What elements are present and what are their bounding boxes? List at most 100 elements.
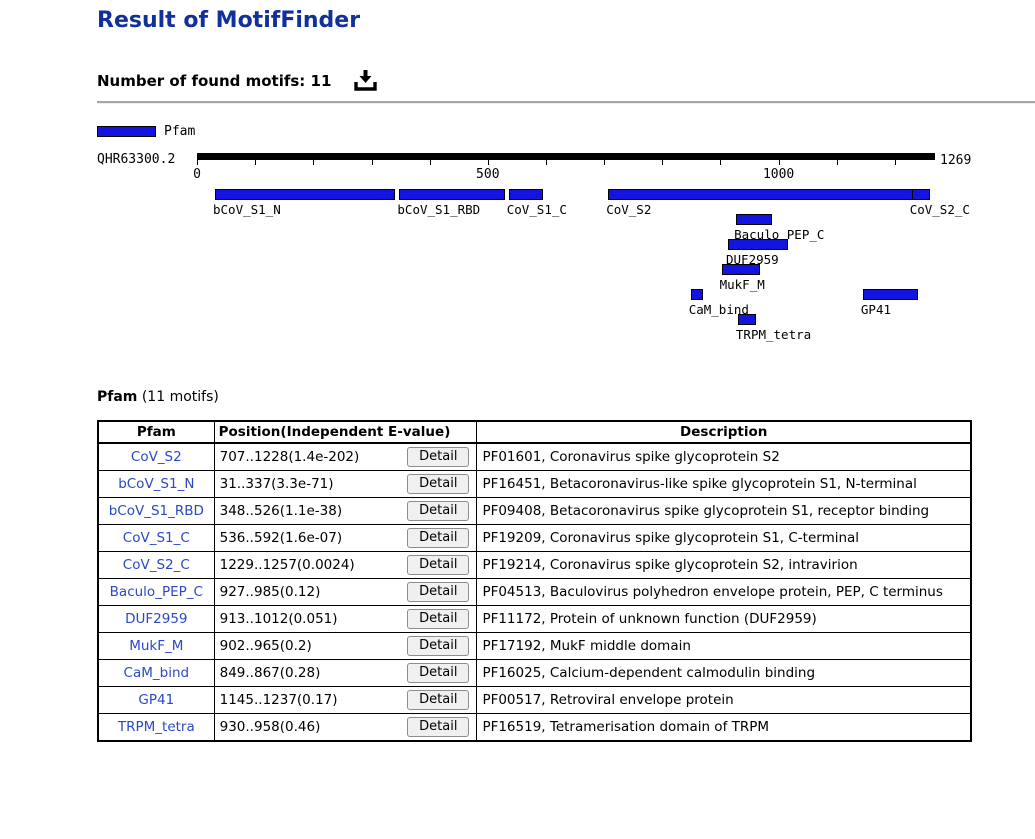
header-pfam: Pfam [97, 420, 215, 444]
motif-description: PF01601, Coronavirus spike glycoprotein … [476, 442, 972, 471]
motif-table-body: CoV_S2 707..1228(1.4e-202) Detail PF01601, … [97, 442, 972, 742]
axis-tick [662, 160, 664, 165]
page-title: Result of MotifFinder [97, 8, 361, 33]
sequence-axis [197, 153, 935, 160]
position-value: 536..592(1.6e-07) [219, 530, 343, 546]
section-title: Pfam [97, 389, 138, 405]
motif-link[interactable]: CoV_S2_C [122, 557, 190, 573]
axis-tick [371, 160, 373, 165]
axis-tick [545, 160, 547, 165]
motif-link[interactable]: TRPM_tetra [117, 719, 195, 735]
axis-tick [429, 160, 431, 165]
table-row: CoV_S1_C 536..592(1.6e-07) Detail PF19209, … [97, 524, 972, 552]
motif-bar-label: CoV_S2 [606, 202, 652, 217]
motif-bar-label: CoV_S2_C [909, 202, 970, 217]
motif-bar-trpm_tetra [737, 314, 757, 325]
table-row: bCoV_S1_RBD 348..526(1.1e-38) Detail PF0940… [97, 497, 972, 525]
detail-button[interactable]: Detail [407, 663, 470, 683]
motif-bar-cam_bind [690, 289, 704, 300]
motif-description: PF00517, Retroviral envelope protein [476, 686, 972, 714]
motif-bar-label: CaM_bind [688, 302, 749, 317]
table-row: CaM_bind 849..867(0.28) Detail PF16025, Cal… [97, 659, 972, 687]
table-row: Baculo_PEP_C 927..985(0.12) Detail PF04513,… [97, 578, 972, 606]
motif-link[interactable]: DUF2959 [125, 611, 188, 627]
found-motifs-count: Number of found motifs: 11 [97, 71, 332, 90]
motif-bar-baculo_pep_c [736, 214, 772, 225]
motif-bar-label: bCoV_S1_RBD [397, 202, 481, 217]
legend: Pfam [97, 123, 1035, 139]
detail-button[interactable]: Detail [407, 609, 470, 629]
axis-end-label: 1269 [940, 153, 972, 168]
section-subtitle: (11 motifs) [141, 389, 219, 405]
detail-button[interactable]: Detail [407, 474, 470, 494]
motif-description: PF16519, Tetramerisation domain of TRPM [476, 713, 972, 742]
divider [97, 101, 1035, 104]
position-value: 902..965(0.2) [219, 638, 312, 654]
detail-button[interactable]: Detail [407, 528, 470, 548]
motif-description: PF19209, Coronavirus spike glycoprotein … [476, 524, 972, 552]
detail-button[interactable]: Detail [407, 555, 470, 575]
table-row: CoV_S2 707..1228(1.4e-202) Detail PF01601, … [97, 442, 972, 471]
position-value: 1145..1237(0.17) [219, 692, 338, 708]
motif-description: PF16451, Betacoronavirus-like spike glyc… [476, 470, 972, 498]
sequence-name: QHR63300.2 [97, 152, 176, 167]
motif-bar-label: TRPM_tetra [735, 327, 812, 342]
detail-button[interactable]: Detail [407, 636, 470, 656]
motif-link[interactable]: bCoV_S1_RBD [108, 503, 204, 519]
table-header-row: Pfam Position(Independent E-value) Descr… [97, 420, 972, 444]
axis-tick [487, 160, 489, 165]
detail-button[interactable]: Detail [407, 447, 470, 467]
axis-tick-label: 0 [193, 167, 201, 182]
motif-bar-label: Baculo_PEP_C [734, 227, 825, 242]
motif-link[interactable]: bCoV_S1_N [118, 476, 195, 492]
motif-bar-cov_s2_c [911, 189, 930, 200]
section-heading: Pfam (11 motifs) [97, 389, 1035, 405]
motif-link[interactable]: CaM_bind [123, 665, 190, 681]
motif-bar-bcov_s1_n [215, 189, 395, 200]
axis-tick [604, 160, 606, 165]
detail-button[interactable]: Detail [407, 501, 470, 521]
motif-bar-bcov_s1_rbd [399, 189, 505, 200]
position-value: 1229..1257(0.0024) [219, 557, 355, 573]
position-value: 707..1228(1.4e-202) [219, 449, 360, 465]
axis-tick-label: 1000 [762, 167, 795, 182]
motif-description: PF16025, Calcium-dependent calmodulin bi… [476, 659, 972, 687]
pfam-legend-label: Pfam [164, 123, 196, 139]
motif-bar-duf2959 [728, 239, 788, 250]
motif-description: PF11172, Protein of unknown function (DU… [476, 605, 972, 633]
position-value: 849..867(0.28) [219, 665, 321, 681]
motif-description: PF17192, MukF middle domain [476, 632, 972, 660]
motif-link[interactable]: CoV_S2 [130, 449, 182, 465]
motif-link[interactable]: Baculo_PEP_C [109, 584, 203, 600]
motif-bar-cov_s1_c [508, 189, 544, 200]
detail-button[interactable]: Detail [407, 690, 470, 710]
motif-description: PF09408, Betacoronavirus spike glycoprot… [476, 497, 972, 525]
position-value: 930..958(0.46) [219, 719, 321, 735]
position-value: 927..985(0.12) [219, 584, 321, 600]
axis-tick [197, 160, 198, 165]
detail-button[interactable]: Detail [407, 582, 470, 602]
position-value: 31..337(3.3e-71) [219, 476, 334, 492]
download-icon[interactable] [353, 69, 378, 92]
axis-tick [313, 160, 315, 165]
motif-link[interactable]: MukF_M [129, 638, 184, 654]
axis-tick [894, 160, 896, 165]
table-row: GP41 1145..1237(0.17) Detail PF00517, Retro… [97, 686, 972, 714]
motif-description: PF19214, Coronavirus spike glycoprotein … [476, 551, 972, 579]
motif-bar-label: DUF2959 [726, 252, 779, 267]
motif-link[interactable]: GP41 [138, 692, 175, 708]
table-row: DUF2959 913..1012(0.051) Detail PF11172, Pr… [97, 605, 972, 633]
header-position: Position(Independent E-value) [213, 420, 478, 444]
motif-table: Pfam Position(Independent E-value) Descr… [97, 420, 972, 742]
motif-bar-cov_s2 [608, 189, 914, 200]
motif-bar-gp41 [862, 289, 919, 300]
table-row: bCoV_S1_N 31..337(3.3e-71) Detail PF16451, … [97, 470, 972, 498]
detail-button[interactable]: Detail [407, 717, 470, 737]
motif-bar-label: MukF_M [719, 277, 765, 292]
position-value: 348..526(1.1e-38) [219, 503, 343, 519]
header-description: Description [476, 420, 972, 444]
motif-link[interactable]: CoV_S1_C [122, 530, 190, 546]
axis-tick [778, 160, 780, 165]
page-content: Result of MotifFinder Number of found mo… [97, 8, 1035, 742]
table-row: CoV_S2_C 1229..1257(0.0024) Detail PF19214,… [97, 551, 972, 579]
